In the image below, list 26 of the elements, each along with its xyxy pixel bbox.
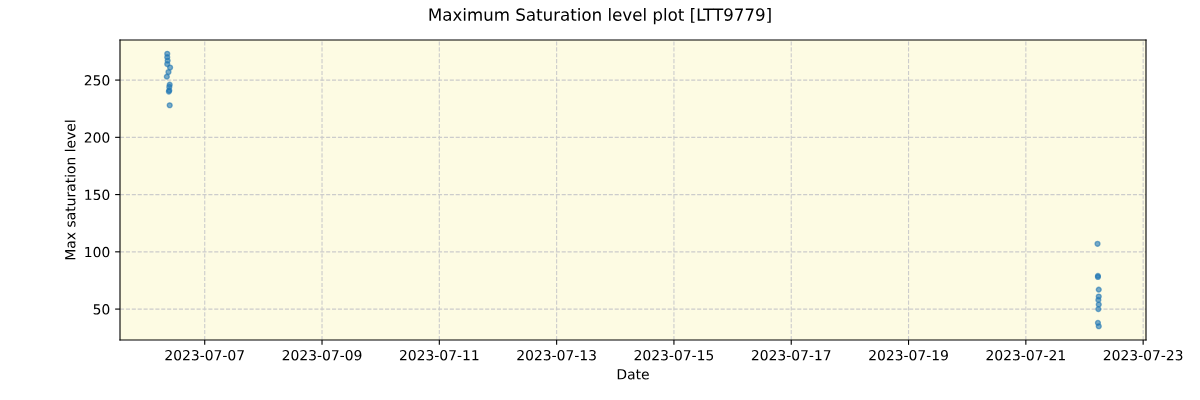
chart-title: Maximum Saturation level plot [LTT9779] xyxy=(429,8,771,25)
x-tick-label: 2023-07-11 xyxy=(399,349,479,361)
x-axis-title: Date xyxy=(617,369,649,380)
y-axis-title: Max saturation level xyxy=(64,120,76,260)
point xyxy=(1095,323,1102,330)
y-tick-label: 200 xyxy=(84,132,110,143)
x-tick-label: 2023-07-19 xyxy=(869,349,948,361)
point xyxy=(163,73,170,80)
y-tick-label: 50 xyxy=(93,304,110,315)
point xyxy=(1095,286,1102,293)
x-tick-label: 2023-07-23 xyxy=(1103,349,1183,361)
point xyxy=(1094,240,1101,247)
x-tick-label: 2023-07-15 xyxy=(634,349,714,361)
y-tick-label: 100 xyxy=(85,246,110,258)
x-tick-label: 2023-07-09 xyxy=(282,349,362,361)
y-tick-label: 250 xyxy=(84,75,110,86)
y-tick-label: 150 xyxy=(85,189,110,201)
point xyxy=(1095,305,1102,313)
point xyxy=(1095,301,1102,308)
point xyxy=(165,68,172,76)
point xyxy=(166,102,173,109)
x-tick-label: 2023-07-13 xyxy=(517,349,596,361)
point xyxy=(166,64,174,71)
x-tick-label: 2023-07-07 xyxy=(165,349,244,361)
x-tick-label: 2023-07-21 xyxy=(986,349,1065,361)
x-tick-label: 2023-07-17 xyxy=(751,349,831,361)
